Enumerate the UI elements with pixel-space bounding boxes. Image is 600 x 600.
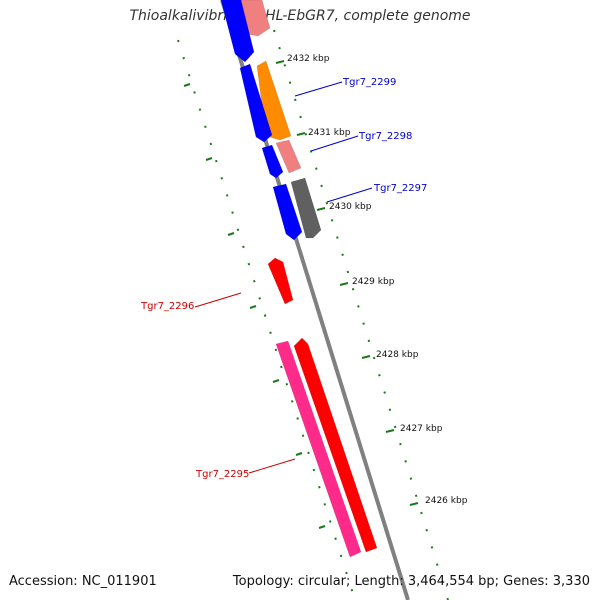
tick-mark [272, 379, 280, 383]
tick-label-2431: 2431 kbp [308, 128, 351, 138]
tick-label-2428: 2428 kbp [376, 350, 419, 360]
gene-arrow-cds [293, 337, 378, 553]
tick-mark [409, 502, 419, 506]
gene-callouts: Tgr7_2299 Tgr7_2298 Tgr7_2297 Tgr7_2296 … [140, 77, 427, 480]
gene-label-tgr7-2296[interactable]: Tgr7_2296 [140, 301, 194, 312]
tick-label-2429: 2429 kbp [352, 277, 395, 287]
gene-arrow-cds [267, 257, 294, 305]
tick-label-2430: 2430 kbp [329, 202, 372, 212]
tick-mark [385, 429, 395, 433]
callout-line [310, 135, 359, 152]
tick-mark [295, 452, 303, 456]
gene-label-tgr7-2297[interactable]: Tgr7_2297 [373, 183, 427, 194]
tick-marks [183, 60, 419, 529]
callout-line [194, 292, 242, 308]
callout-line [294, 81, 343, 97]
callout-line [248, 458, 296, 474]
tick-mark [205, 157, 213, 161]
tick-label-2426: 2426 kbp [425, 496, 468, 506]
tick-label-2427: 2427 kbp [400, 424, 443, 434]
tick-labels: 2432 kbp 2431 kbp 2430 kbp 2429 kbp 2428… [287, 54, 468, 506]
tick-mark [275, 60, 285, 64]
gene-label-tgr7-2298[interactable]: Tgr7_2298 [358, 131, 412, 142]
accession-label: Accession: NC_011901 [9, 574, 157, 589]
callout-line [326, 187, 373, 203]
gc-feature [275, 139, 302, 174]
gene-label-tgr7-2299[interactable]: Tgr7_2299 [342, 77, 396, 88]
gene-arrow-cds [261, 144, 284, 179]
gene-arrow-cds [239, 63, 273, 143]
gene-arrow-cds [220, 0, 255, 63]
tick-mark [339, 282, 349, 286]
tick-mark [296, 132, 306, 136]
gene-arrow-cds [272, 183, 303, 241]
map-title: Thioalkalivibrio sp. HL-EbGR7, complete … [129, 8, 471, 24]
genome-summary: Topology: circular; Length: 3,464,554 bp… [232, 574, 590, 589]
tick-mark [316, 207, 326, 211]
rna-feature [275, 340, 362, 558]
tick-mark [227, 232, 235, 236]
gene-label-tgr7-2295[interactable]: Tgr7_2295 [195, 469, 249, 480]
gene-arrow-other [290, 177, 322, 239]
tick-mark [249, 305, 257, 309]
tick-mark [183, 83, 191, 87]
tick-mark [361, 355, 371, 359]
tick-label-2432: 2432 kbp [287, 54, 330, 64]
tick-mark [318, 525, 326, 529]
